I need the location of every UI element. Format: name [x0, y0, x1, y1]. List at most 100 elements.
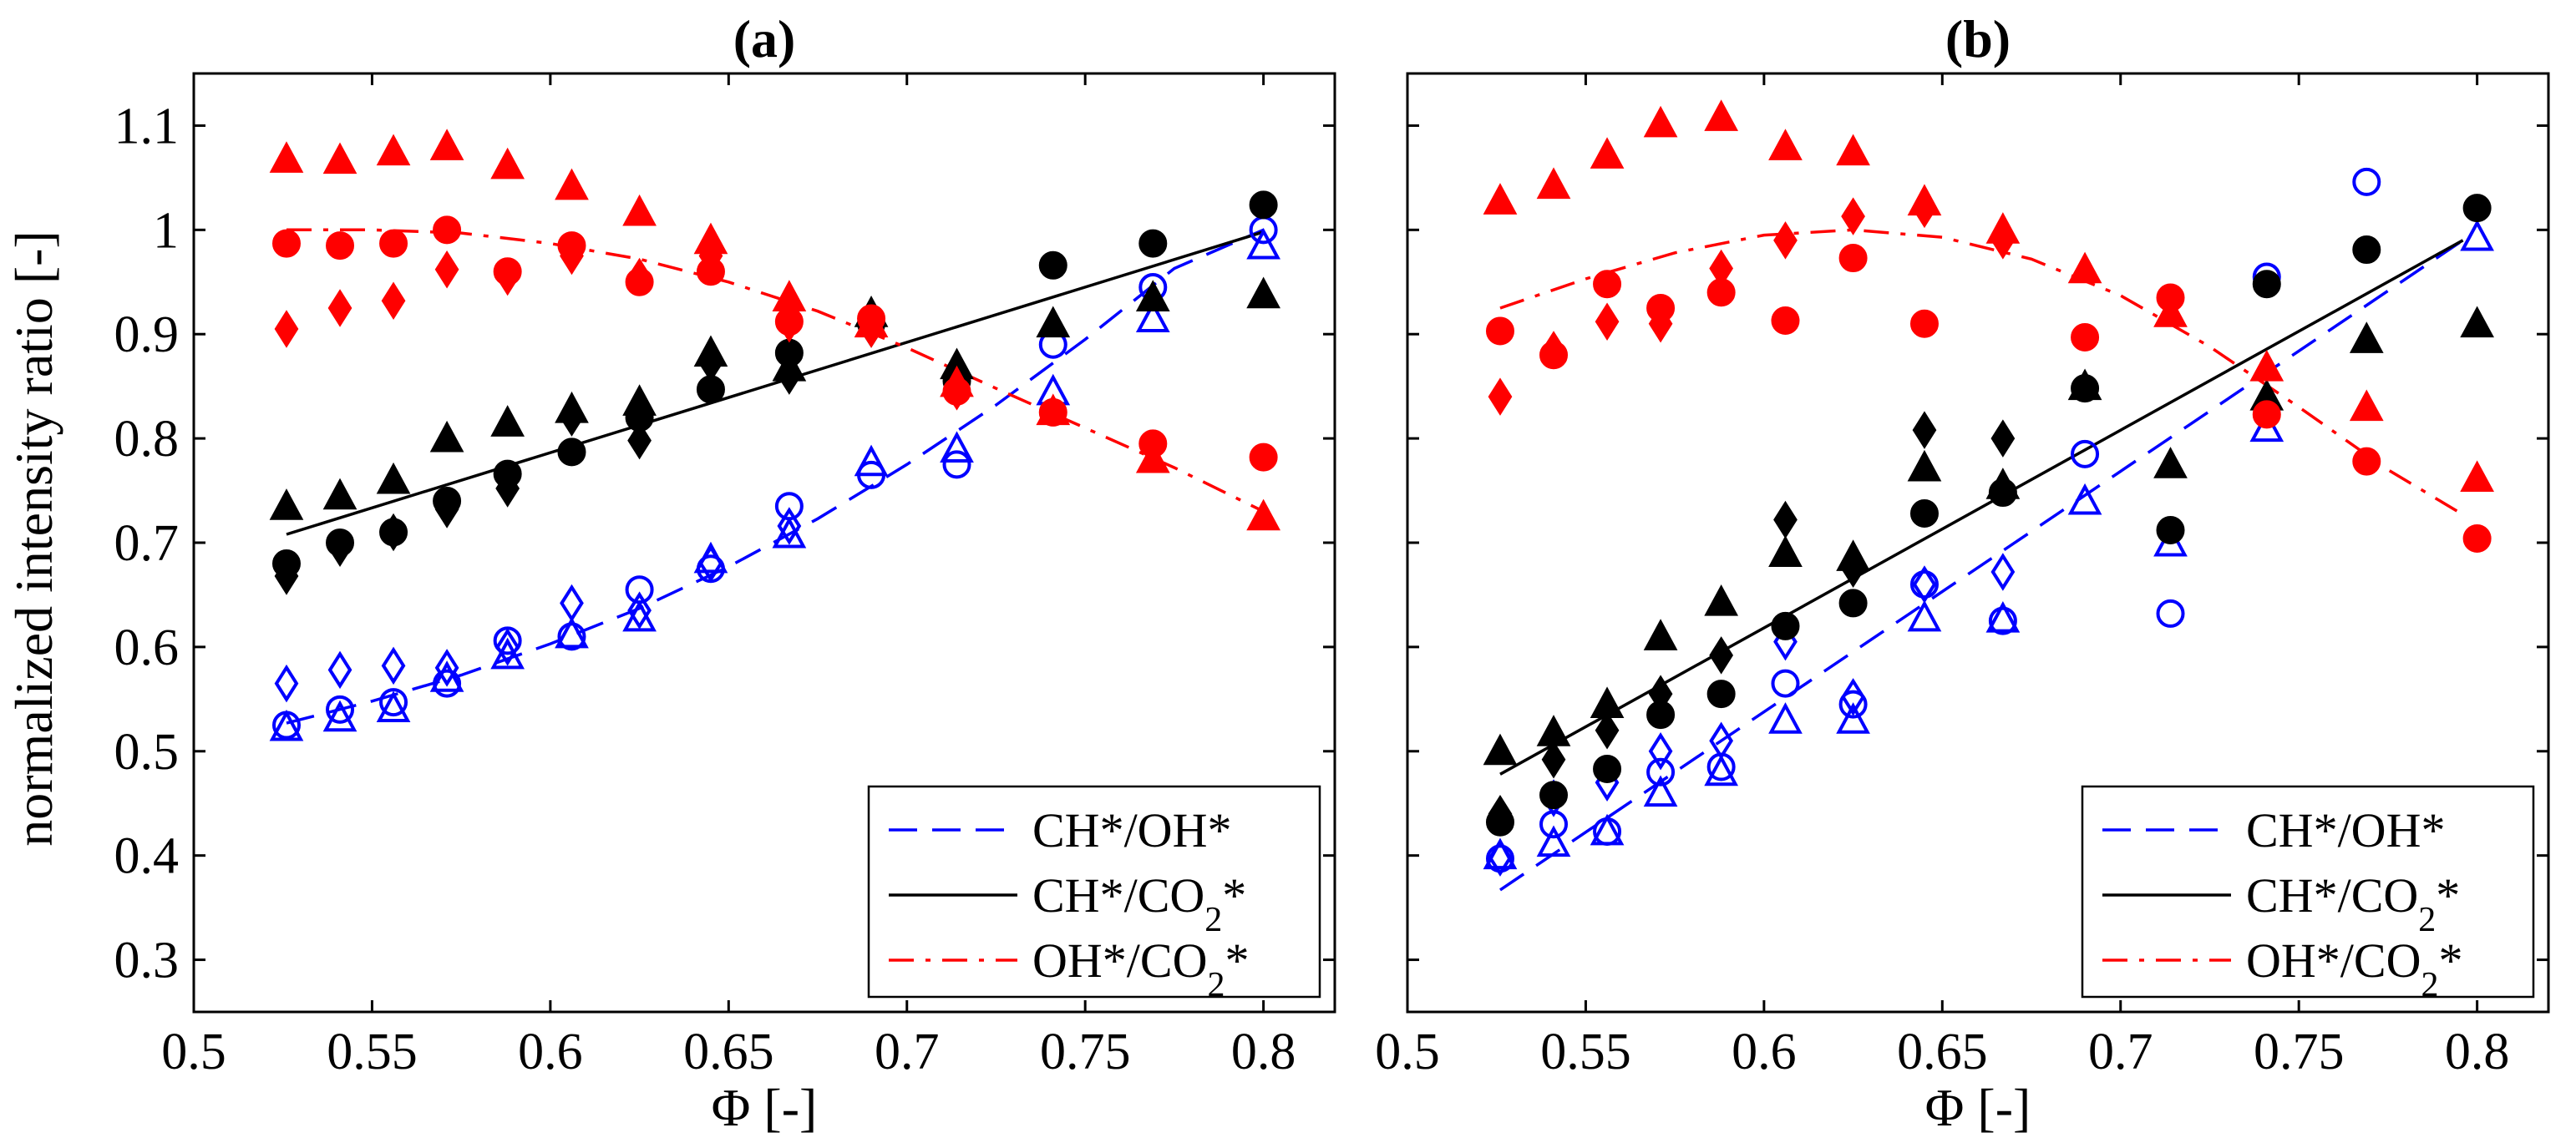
data-point: [1838, 589, 1868, 618]
data-point: [1643, 105, 1678, 138]
data-point: [777, 357, 802, 395]
y-tick-label: 1: [153, 202, 179, 259]
data-point: [557, 622, 586, 651]
data-point: [1593, 755, 1622, 784]
legend-text-part: *: [1225, 933, 1249, 988]
data-point: [1590, 137, 1625, 169]
y-tick-label: 0.5: [114, 724, 180, 781]
fit-line: [286, 228, 1265, 725]
fit-line: [1499, 228, 2464, 516]
data-point: [1643, 775, 1678, 807]
data-point: [1036, 306, 1071, 338]
legend-subscript: 2: [1207, 966, 1225, 1004]
data-point: [1838, 690, 1868, 719]
data-point: [1704, 754, 1739, 786]
data-point: [1249, 443, 1278, 472]
data-point: [557, 437, 586, 467]
data-point: [1909, 499, 1939, 529]
data-point: [1841, 197, 1865, 235]
legend-subscript: 2: [1204, 901, 1222, 939]
data-point: [1536, 825, 1571, 857]
data-point: [1483, 183, 1518, 215]
legend-label: CH*/OH*: [2246, 803, 2445, 857]
data-point: [1912, 411, 1937, 449]
plot-area: [269, 129, 1280, 741]
data-point: [1706, 680, 1736, 709]
data-point: [942, 450, 971, 479]
x-tick-label: 0.7: [2088, 1024, 2153, 1080]
data-point: [1483, 733, 1518, 766]
y-tick-label: 0.3: [114, 933, 180, 989]
data-point: [698, 236, 723, 276]
data-point: [1838, 244, 1868, 273]
data-point: [1709, 249, 1734, 288]
data-point: [2252, 400, 2281, 429]
data-point: [622, 384, 657, 416]
panel-title: (a): [733, 9, 796, 68]
y-tick-label: 0.8: [114, 411, 180, 468]
data-point: [1595, 711, 1620, 750]
x-tick-label: 0.8: [2445, 1024, 2510, 1080]
x-tick-label: 0.5: [1375, 1024, 1440, 1080]
data-point: [1985, 468, 2021, 499]
fit-line: [287, 228, 1265, 513]
data-point: [555, 168, 589, 200]
data-point: [625, 575, 654, 604]
data-point: [1704, 584, 1739, 616]
legend-text-part: CH*/OH*: [1032, 803, 1231, 857]
data-point: [376, 134, 411, 166]
data-point: [1593, 270, 1622, 299]
data-point: [1249, 190, 1278, 220]
data-point: [555, 616, 589, 649]
x-tick-label: 0.75: [2254, 1024, 2345, 1080]
data-point: [627, 591, 652, 630]
data-point: [326, 695, 355, 724]
x-tick-label: 0.5: [161, 1024, 226, 1080]
data-point: [2071, 322, 2100, 351]
data-point: [1646, 757, 1676, 786]
legend-label: OH*/CO2*: [2246, 933, 2462, 1004]
data-point: [429, 660, 464, 692]
data-point: [1841, 678, 1865, 716]
data-point: [859, 310, 884, 348]
data-point: [376, 690, 411, 723]
data-point: [2460, 219, 2494, 251]
data-point: [1912, 565, 1937, 604]
x-tick-label: 0.55: [327, 1024, 418, 1080]
data-point: [1771, 669, 1800, 698]
legend-box: [2081, 785, 2535, 999]
data-point: [1988, 606, 2017, 635]
data-point: [1246, 498, 1280, 531]
plot-area: [1483, 99, 2494, 892]
data-point: [1246, 276, 1280, 309]
x-tick-label: 0.65: [683, 1024, 774, 1080]
data-point: [379, 229, 408, 258]
legend-text-part: CH*/OH*: [2246, 803, 2445, 857]
data-point: [2352, 235, 2381, 265]
data-point: [269, 141, 304, 173]
data-point: [1768, 535, 1803, 567]
x-tick-label: 0.7: [875, 1024, 940, 1080]
x-tick-label: 0.65: [1897, 1024, 1988, 1080]
data-point: [560, 236, 584, 276]
data-point: [1036, 393, 1071, 426]
data-point: [1709, 721, 1734, 761]
data-point: [327, 289, 352, 327]
data-point: [1704, 99, 1739, 131]
data-point: [269, 488, 304, 520]
data-point: [1246, 227, 1280, 260]
data-point: [2067, 251, 2102, 284]
data-point: [2352, 447, 2381, 476]
data-point: [433, 215, 462, 245]
data-point: [1909, 569, 1939, 599]
data-point: [777, 304, 802, 343]
data-point: [381, 513, 406, 552]
data-point: [2460, 460, 2494, 493]
data-point: [2252, 270, 2281, 299]
legend-subscript: 2: [2418, 901, 2436, 939]
data-point: [1539, 781, 1569, 810]
data-point: [1912, 190, 1937, 229]
x-axis-label: Φ [-]: [1925, 1078, 2031, 1137]
y-tick-label: 0.6: [114, 620, 180, 676]
data-point: [1488, 794, 1513, 833]
